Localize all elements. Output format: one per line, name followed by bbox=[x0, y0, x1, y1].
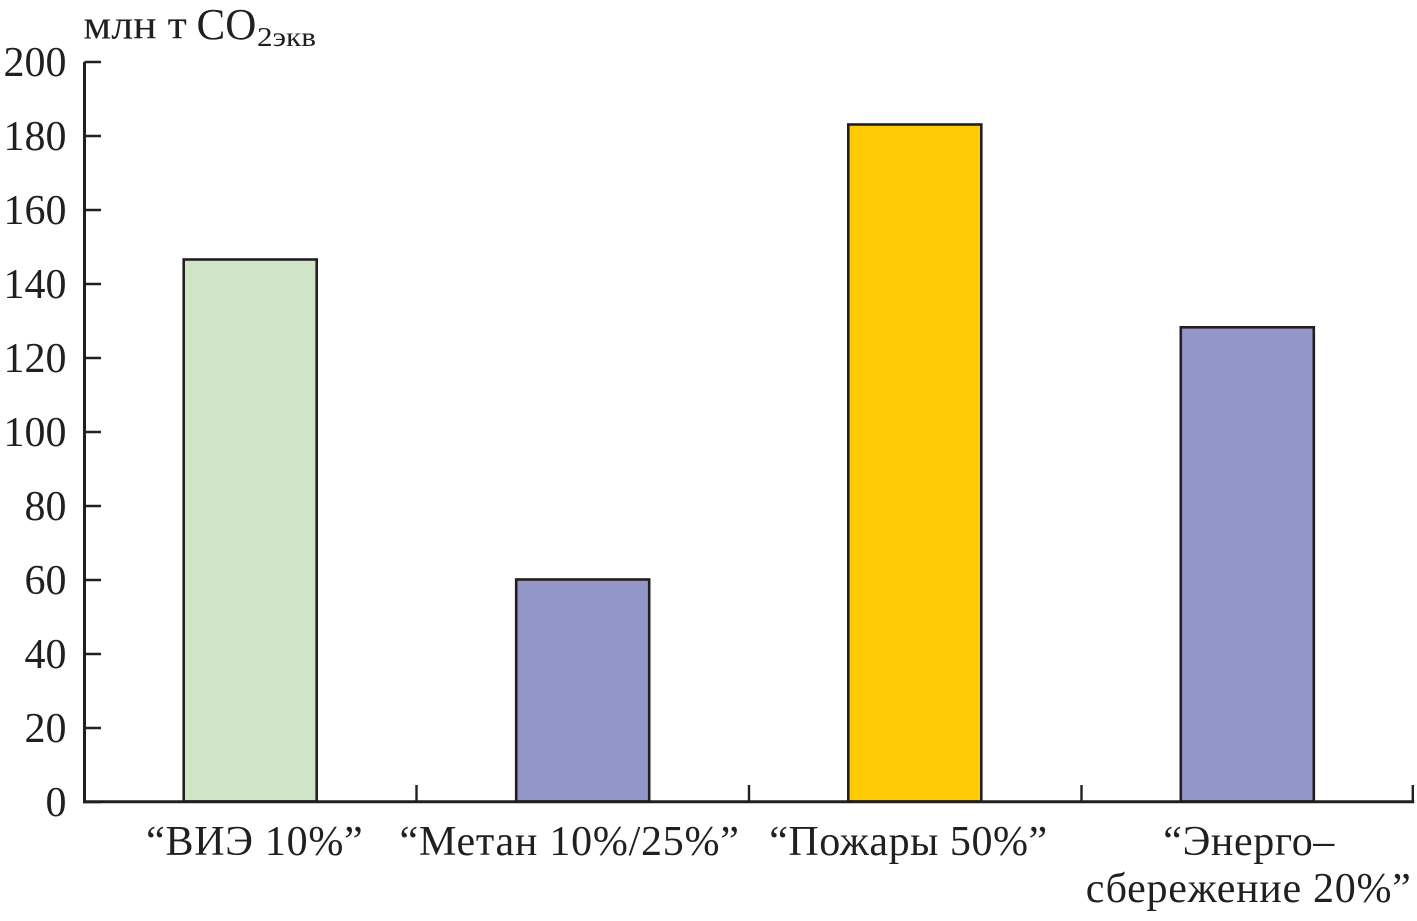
svg-text:2экв: 2экв bbox=[257, 22, 316, 52]
svg-text:“Пожары 50%”: “Пожары 50%” bbox=[769, 819, 1047, 865]
svg-text:сбережение 20%”: сбережение 20%” bbox=[1086, 866, 1411, 912]
svg-text:“Метан 10%/25%”: “Метан 10%/25%” bbox=[400, 819, 739, 865]
svg-text:200: 200 bbox=[4, 40, 67, 86]
svg-text:“ВИЭ 10%”: “ВИЭ 10%” bbox=[146, 819, 363, 865]
svg-text:120: 120 bbox=[4, 336, 67, 382]
svg-text:140: 140 bbox=[4, 262, 67, 308]
svg-text:80: 80 bbox=[25, 484, 67, 530]
svg-text:20: 20 bbox=[25, 706, 67, 752]
svg-text:CO: CO bbox=[197, 0, 257, 49]
svg-text:100: 100 bbox=[4, 410, 67, 456]
svg-text:180: 180 bbox=[4, 114, 67, 160]
svg-text:млн т: млн т bbox=[83, 1, 187, 47]
svg-text:40: 40 bbox=[25, 632, 67, 678]
svg-text:0: 0 bbox=[46, 780, 67, 826]
svg-text:60: 60 bbox=[25, 558, 67, 604]
svg-text:160: 160 bbox=[4, 188, 67, 234]
svg-text:“Энерго–: “Энерго– bbox=[1163, 819, 1335, 865]
